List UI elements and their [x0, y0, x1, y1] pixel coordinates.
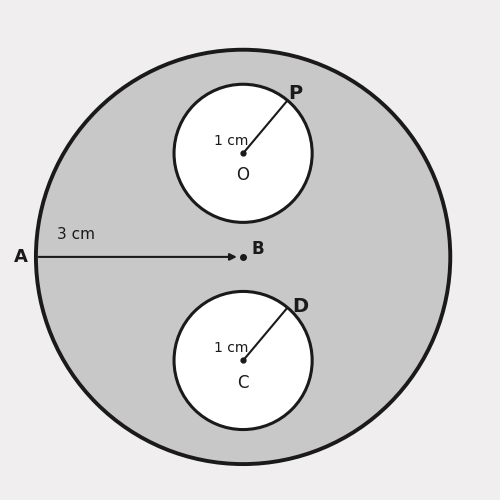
Text: A: A [14, 248, 28, 266]
Text: P: P [288, 84, 303, 103]
Text: D: D [292, 296, 308, 316]
Text: 3 cm: 3 cm [56, 226, 94, 242]
Text: 1 cm: 1 cm [214, 134, 248, 148]
Text: 1 cm: 1 cm [214, 341, 248, 355]
Text: O: O [236, 166, 250, 184]
Text: C: C [238, 374, 249, 392]
Circle shape [36, 50, 451, 464]
Circle shape [174, 84, 312, 222]
Circle shape [174, 292, 312, 430]
Text: B: B [252, 240, 264, 258]
